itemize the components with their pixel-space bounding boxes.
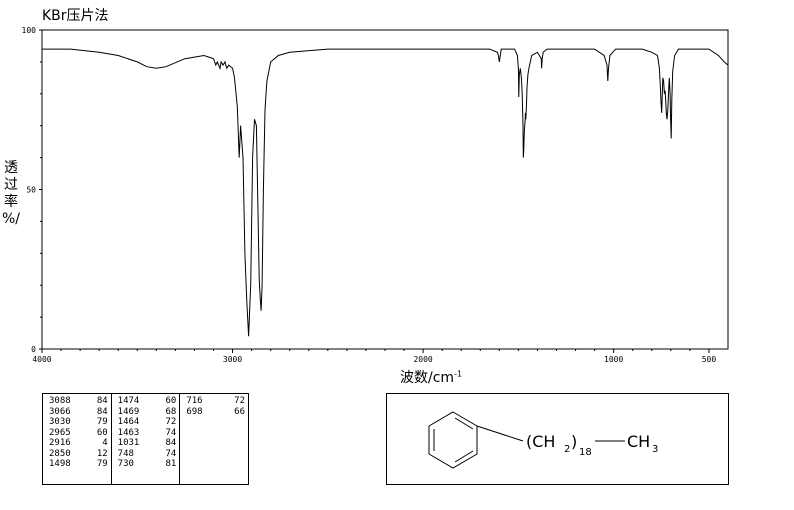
y-tick-label: 0 (31, 345, 36, 354)
peak-wavenumber: 730 (117, 459, 134, 469)
peak-row: 748 74 (118, 449, 177, 460)
peak-transmittance: 84 (165, 438, 177, 448)
peak-wavenumber: 698 (186, 406, 203, 417)
benzene-ring (428, 411, 625, 469)
peak-row: 1469 68 (118, 407, 177, 418)
peak-wavenumber: 1474 (117, 396, 140, 406)
x-axis-label-exponent: -1 (454, 369, 463, 379)
peak-wavenumber: 2916 (49, 438, 71, 448)
y-tick-label: 50 (26, 186, 36, 195)
peak-wavenumber: 1469 (117, 406, 140, 417)
formula-sub-2: 2 (564, 444, 570, 455)
peak-row: 3030 79 (49, 417, 108, 428)
peak-transmittance: 84 (96, 406, 108, 417)
peak-wavenumber: 716 (186, 396, 203, 406)
x-tick-label: 500 (702, 355, 717, 364)
y-tick-label: 100 (22, 26, 37, 35)
peak-row: 2965 60 (49, 428, 108, 439)
peak-wavenumber: 2850 (49, 448, 71, 459)
peak-row: 2916 4 (49, 438, 108, 449)
chain-bond (476, 425, 524, 442)
peak-row: 698 66 (186, 407, 245, 418)
peak-transmittance: 79 (96, 417, 108, 427)
peak-transmittance: 84 (96, 396, 108, 406)
peak-row: 3066 84 (49, 407, 108, 418)
formula-paren-close: ) (571, 432, 577, 451)
plot-frame (41, 29, 729, 350)
peak-row: 3088 84 (49, 396, 108, 407)
structure-diagram: (CH 2 ) 18 CH 3 (428, 411, 658, 469)
peak-row: 1498 79 (49, 459, 108, 470)
peak-row: 1474 60 (118, 396, 177, 407)
formula-ch3: CH (627, 432, 650, 451)
chain-formula: (CH 2 ) 18 CH 3 (526, 432, 658, 458)
peak-row: 1464 72 (118, 417, 177, 428)
peak-wavenumber: 748 (117, 448, 134, 459)
peak-row: 730 81 (118, 459, 177, 470)
peak-transmittance: 72 (165, 417, 177, 427)
benzene-ring-hexagon (428, 411, 478, 469)
peak-table-column: 1474 60 1469 68 1464 72 1463 74 1031 84 748 74… (110, 394, 180, 484)
y-axis-label-char: 过 (4, 177, 18, 193)
peak-wavenumber: 3088 (49, 396, 71, 406)
peak-row: 2850 12 (49, 449, 108, 460)
peak-transmittance: 68 (165, 406, 177, 417)
peak-table: 3088 84 3066 84 3030 79 2965 60 2916 4 2850 12… (42, 393, 249, 485)
y-axis-label-char: %/ (1, 211, 21, 227)
peak-wavenumber: 1463 (117, 427, 140, 438)
peak-transmittance: 60 (165, 396, 177, 406)
peak-transmittance: 72 (234, 396, 246, 406)
formula-ch2: (CH (526, 432, 555, 451)
peak-wavenumber: 1464 (117, 417, 140, 427)
x-axis: 4000 3000 2000 1000 500 (32, 349, 716, 364)
peak-transmittance: 81 (165, 459, 177, 469)
peak-transmittance: 60 (96, 427, 108, 438)
x-axis-label-text: 波数/cm (400, 370, 455, 386)
peak-transmittance: 12 (96, 448, 108, 459)
peak-transmittance: 66 (234, 406, 246, 417)
peak-wavenumber: 3030 (49, 417, 71, 427)
x-axis-label: 波数/cm-1 (400, 367, 462, 387)
y-axis-label: 透 过 率 %/ (0, 160, 22, 228)
peak-row: 716 72 (186, 396, 245, 407)
formula-sub-18: 18 (579, 447, 592, 458)
peak-row: 1031 84 (118, 438, 177, 449)
peak-table-column: 716 72 698 66 (179, 394, 248, 484)
peak-transmittance: 79 (96, 459, 108, 469)
x-tick-label: 3000 (223, 355, 242, 364)
benzene-ring-double-bond (454, 417, 474, 430)
peak-wavenumber: 3066 (49, 406, 71, 417)
peak-row: 1463 74 (118, 428, 177, 439)
x-tick-label: 4000 (32, 355, 51, 364)
peak-wavenumber: 2965 (49, 427, 71, 438)
chart-title: KBr压片法 (42, 8, 109, 24)
ir-spectrum-chart: 0 50 100 4000 3000 2000 1000 500 (22, 26, 729, 364)
y-axis-label-char: 率 (4, 194, 18, 210)
x-tick-label: 2000 (413, 355, 432, 364)
structure-box: (CH 2 ) 18 CH 3 (386, 393, 729, 485)
peak-wavenumber: 1498 (49, 459, 71, 469)
y-axis: 0 50 100 (22, 26, 42, 354)
benzene-ring-double-bond (454, 450, 474, 463)
peak-wavenumber: 1031 (117, 438, 140, 448)
formula-sub-3: 3 (652, 444, 658, 455)
peak-transmittance: 74 (165, 448, 177, 459)
peak-transmittance: 74 (165, 427, 177, 438)
spectrum-line (42, 48, 729, 337)
peak-transmittance: 4 (102, 438, 108, 448)
y-axis-label-char: 透 (4, 160, 18, 176)
peak-table-column: 3088 84 3066 84 3030 79 2965 60 2916 4 2850 12… (43, 394, 111, 484)
x-tick-label: 1000 (604, 355, 623, 364)
